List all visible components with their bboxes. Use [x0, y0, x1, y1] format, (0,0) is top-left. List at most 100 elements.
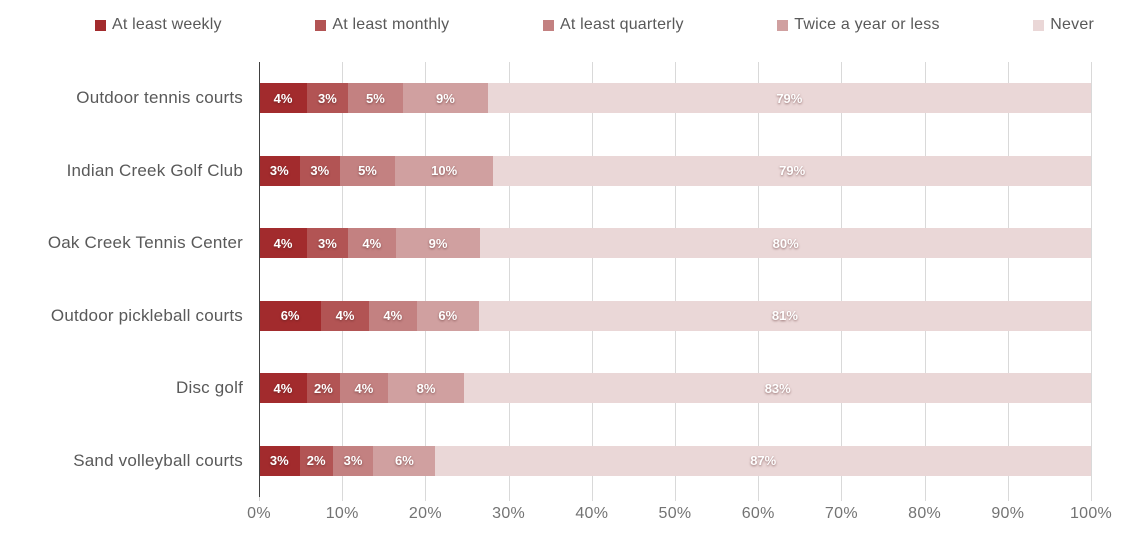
chart-legend: At least weekly At least monthly At leas… — [95, 16, 1094, 34]
data-label: 3% — [269, 453, 289, 469]
data-label: 9% — [435, 90, 455, 106]
data-label: 4% — [273, 235, 293, 251]
x-tick-label: 90% — [991, 505, 1025, 522]
bar-segment: 6% — [373, 445, 436, 476]
bar-segment: 83% — [464, 373, 1091, 404]
legend-label: Twice a year or less — [794, 16, 940, 33]
category-label: Outdoor pickleball courts — [50, 305, 243, 325]
data-label: 4% — [383, 308, 403, 324]
bar-segment: 3% — [259, 155, 300, 186]
data-label: 3% — [317, 90, 337, 106]
y-axis-line — [259, 62, 260, 497]
category-label: Sand volleyball courts — [73, 450, 243, 470]
gridline — [508, 62, 510, 501]
data-label: 6% — [438, 308, 458, 324]
bar-segment: 2% — [299, 445, 333, 476]
data-label: 4% — [354, 380, 374, 396]
legend-item-at-least-quarterly: At least quarterly — [543, 16, 684, 34]
bar-segment: 3% — [259, 445, 300, 476]
x-tick-label: 10% — [325, 505, 359, 522]
data-label: 87% — [750, 453, 777, 469]
x-tick-label: 40% — [575, 505, 609, 522]
gridline — [1007, 62, 1009, 501]
gridline — [591, 62, 593, 501]
data-label: 3% — [343, 453, 363, 469]
bar-segment: 4% — [259, 373, 307, 404]
data-label: 3% — [317, 235, 337, 251]
data-label: 9% — [428, 235, 448, 251]
data-label: 2% — [306, 453, 326, 469]
bar-segment: 8% — [387, 373, 465, 404]
legend-item-twice-a-year-or-less: Twice a year or less — [777, 16, 939, 34]
bar-segment: 4% — [368, 300, 417, 331]
legend-label: At least quarterly — [560, 16, 684, 33]
data-label: 10% — [431, 163, 458, 179]
bar-row: 3% 2% 3% 6% 87% — [259, 445, 1091, 476]
bar-segment: 4% — [347, 228, 396, 259]
data-label: 81% — [771, 308, 798, 324]
bar-segment: 6% — [259, 300, 322, 331]
bar-segment: 79% — [487, 83, 1091, 114]
bar-segment: 80% — [480, 228, 1091, 259]
legend-label: At least weekly — [112, 16, 222, 33]
legend-label: At least monthly — [332, 16, 450, 33]
bar-row: 3% 3% 5% 10% 79% — [259, 155, 1091, 186]
bar-segment: 5% — [340, 155, 395, 186]
legend-swatch-at-least-weekly-icon — [95, 19, 106, 31]
legend-swatch-twice-a-year-or-less-icon — [777, 19, 789, 31]
x-tick-label: 0% — [247, 505, 271, 522]
data-label: 3% — [269, 163, 289, 179]
gridline — [924, 62, 926, 501]
data-label: 4% — [362, 235, 382, 251]
bar-segment: 4% — [340, 373, 388, 404]
x-tick-label: 50% — [658, 505, 692, 522]
gridline — [758, 62, 760, 501]
x-tick-label: 60% — [741, 505, 775, 522]
data-label: 80% — [772, 235, 799, 251]
x-tick-label: 80% — [908, 505, 942, 522]
data-label: 4% — [335, 308, 355, 324]
bar-segment: 87% — [435, 445, 1091, 476]
plot-area: 4% 3% 5% 9% 79% 3% 3% 5% 10% 79% 4% 3% 4% 9% 80% 6% 4% 4%… — [259, 62, 1092, 501]
x-tick-label: 100% — [1069, 505, 1113, 522]
bar-segment: 3% — [332, 445, 374, 476]
bar-segment: 9% — [395, 228, 481, 259]
data-label: 83% — [764, 380, 791, 396]
x-tick-label: 30% — [492, 505, 526, 522]
bar-segment: 4% — [321, 300, 369, 331]
bar-segment: 10% — [394, 155, 494, 186]
data-label: 2% — [313, 380, 333, 396]
bar-row: 4% 3% 4% 9% 80% — [259, 228, 1091, 259]
gridline — [841, 62, 843, 501]
legend-item-never: Never — [1033, 16, 1094, 34]
bar-segment: 79% — [493, 155, 1091, 186]
data-label: 6% — [280, 308, 300, 324]
legend-label: Never — [1050, 16, 1094, 33]
bar-row: 6% 4% 4% 6% 81% — [259, 300, 1091, 331]
data-label: 4% — [273, 380, 293, 396]
data-label: 5% — [358, 163, 377, 179]
bar-segment: 4% — [259, 228, 308, 259]
data-label: 79% — [779, 163, 806, 179]
bar-segment: 3% — [307, 228, 348, 259]
category-label: Oak Creek Tennis Center — [47, 233, 243, 253]
gridline — [425, 62, 427, 501]
data-label: 79% — [776, 90, 803, 106]
gridline — [342, 62, 344, 501]
data-label: 4% — [273, 90, 293, 106]
bar-segment: 2% — [306, 373, 340, 404]
bar-segment: 9% — [403, 83, 488, 114]
data-label: 8% — [416, 380, 436, 396]
bar-segment: 81% — [478, 300, 1091, 331]
gridline — [675, 62, 676, 501]
legend-swatch-at-least-quarterly-icon — [543, 19, 554, 31]
legend-swatch-never-icon — [1033, 19, 1045, 31]
x-tick-label: 70% — [824, 505, 858, 522]
data-label: 5% — [366, 90, 385, 106]
bar-segment: 6% — [416, 300, 479, 331]
bar-row: 4% 3% 5% 9% 79% — [259, 83, 1091, 114]
data-label: 6% — [394, 453, 414, 469]
bar-segment: 4% — [259, 83, 308, 114]
bar-segment: 3% — [307, 83, 348, 114]
